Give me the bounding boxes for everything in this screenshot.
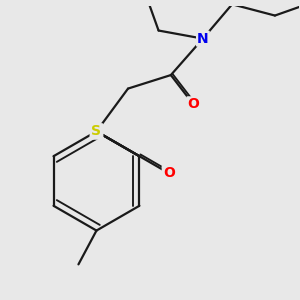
Text: S: S (92, 124, 101, 138)
Text: O: O (188, 98, 199, 111)
Text: O: O (163, 166, 175, 180)
Text: N: N (91, 124, 102, 138)
Text: N: N (197, 32, 209, 46)
